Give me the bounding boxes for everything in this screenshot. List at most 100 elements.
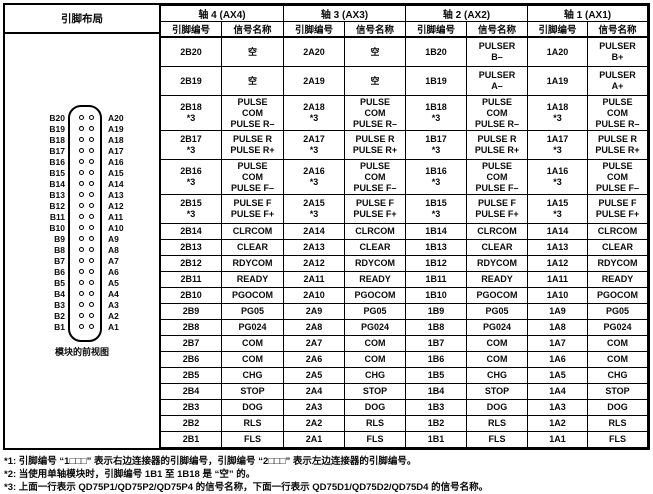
- signal-name-cell: PGOCOM: [466, 287, 528, 304]
- pin-label-left: B10: [49, 222, 65, 233]
- pin-number-cell: 2B11: [160, 271, 222, 288]
- table-row: 2B20 空 2A20 空 1B20 PULSER B– 1A20 PULSER B+: [160, 36, 648, 67]
- signal-name-cell: PULSE COM PULSE F–: [466, 159, 528, 195]
- signal-name-header: 信号名称: [344, 21, 406, 38]
- signal-name-cell: READY: [344, 271, 406, 288]
- signal-name-cell: STOP: [221, 383, 284, 400]
- signal-name-cell: COM: [466, 351, 528, 368]
- pin-label-right: A16: [108, 156, 124, 167]
- connector-pin-row: B10 A10: [7, 222, 157, 233]
- signal-name-cell: STOP: [587, 383, 648, 400]
- pin-number-cell: 2B13: [160, 239, 222, 256]
- pin-label-left: B18: [49, 134, 65, 145]
- signal-name-cell: FLS: [466, 431, 528, 448]
- pin-number-cell: 2A10: [283, 287, 345, 304]
- table-row: 2B17 *3 PULSE R PULSE R+ 2A17 *3 PULSE R PU…: [160, 130, 648, 160]
- pin-label-left: B12: [49, 200, 65, 211]
- connector-pin-row: B9 A9: [7, 233, 157, 244]
- footnotes: *1: 引脚编号 “1□□□” 表示右边连接器的引脚编号，引脚编号 “2□□□”…: [3, 455, 651, 494]
- pin-holes-icon: [75, 291, 97, 296]
- signal-name-cell: CHG: [221, 367, 284, 384]
- pin-number-cell: 2A20: [283, 36, 345, 67]
- pin-number-cell: 1B14: [405, 223, 467, 240]
- connector-pin-row: B13 A13: [7, 189, 157, 200]
- pin-number-cell: 2A19: [283, 66, 345, 96]
- pin-label-right: A9: [108, 233, 119, 244]
- pin-number-header: 引脚编号: [527, 21, 588, 38]
- pin-number-cell: 1B18 *3: [405, 95, 467, 131]
- signal-name-cell: READY: [466, 271, 528, 288]
- pin-label-right: A8: [108, 244, 119, 255]
- column-header-row: 引脚编号 信号名称 引脚编号 信号名称 引脚编号 信号名称 引脚编号 信号名称: [160, 21, 648, 38]
- signal-name-cell: PGOCOM: [587, 287, 648, 304]
- pin-number-cell: 1A11: [527, 271, 588, 288]
- signal-name-cell: COM: [466, 335, 528, 352]
- connector-pin-row: B3 A3: [7, 299, 157, 310]
- signal-name-cell: PG05: [221, 303, 284, 320]
- signal-name-cell: PULSE R PULSE R+: [221, 130, 284, 160]
- signal-name-cell: FLS: [344, 431, 406, 448]
- signal-name-cell: RDYCOM: [344, 255, 406, 272]
- signal-name-cell: PULSE COM PULSE F–: [221, 159, 284, 195]
- pin-label-left: B4: [54, 288, 65, 299]
- pin-number-cell: 1A15 *3: [527, 194, 588, 224]
- signal-name-cell: PULSE F PULSE F+: [221, 194, 284, 224]
- pin-label-right: A11: [108, 211, 124, 222]
- pin-label-right: A12: [108, 200, 124, 211]
- table-row: 2B7 COM 2A7 COM 1B7 COM 1A7 COM: [160, 335, 648, 352]
- pin-number-cell: 1A2: [527, 415, 588, 432]
- pin-label-right: A19: [108, 123, 124, 134]
- signal-name-cell: DOG: [344, 399, 406, 416]
- pin-holes-icon: [75, 258, 97, 263]
- pin-number-cell: 1B3: [405, 399, 467, 416]
- pin-number-cell: 2B5: [160, 367, 222, 384]
- pin-number-cell: 2A9: [283, 303, 345, 320]
- pin-number-cell: 1A20: [527, 36, 588, 67]
- pin-number-cell: 2A1: [283, 431, 345, 448]
- table-row: 2B4 STOP 2A4 STOP 1B4 STOP 1A4 STOP: [160, 383, 648, 400]
- pin-number-cell: 2B19: [160, 66, 222, 96]
- pin-holes-icon: [75, 203, 97, 208]
- pin-label-left: B13: [49, 189, 65, 200]
- signal-name-cell: FLS: [587, 431, 648, 448]
- signal-name-cell: COM: [221, 351, 284, 368]
- signal-name-cell: PGOCOM: [344, 287, 406, 304]
- signal-name-cell: RLS: [466, 415, 528, 432]
- table-row: 2B11 READY 2A11 READY 1B11 READY 1A11 READY: [160, 271, 648, 288]
- pin-number-cell: 2A11: [283, 271, 345, 288]
- pin-label-left: B20: [49, 112, 65, 123]
- signal-name-cell: DOG: [221, 399, 284, 416]
- pin-label-right: A20: [108, 112, 124, 123]
- pin-number-cell: 1B1: [405, 431, 467, 448]
- pin-number-cell: 1B6: [405, 351, 467, 368]
- pin-holes-icon: [75, 115, 97, 120]
- connector-pin-row: B17 A17: [7, 145, 157, 156]
- signal-name-cell: RDYCOM: [221, 255, 284, 272]
- table-row: 2B6 COM 2A6 COM 1B6 COM 1A6 COM: [160, 351, 648, 368]
- pin-number-cell: 2B6: [160, 351, 222, 368]
- signal-name-cell: PULSER B+: [587, 36, 648, 67]
- pin-number-cell: 1B12: [405, 255, 467, 272]
- signal-name-cell: RDYCOM: [466, 255, 528, 272]
- pin-number-cell: 1A17 *3: [527, 130, 588, 160]
- pin-number-cell: 1B4: [405, 383, 467, 400]
- pin-holes-icon: [75, 225, 97, 230]
- pin-number-cell: 1B13: [405, 239, 467, 256]
- pin-number-cell: 1A6: [527, 351, 588, 368]
- pin-number-header: 引脚编号: [283, 21, 345, 38]
- pin-label-left: B2: [54, 310, 65, 321]
- pin-label-left: B6: [54, 266, 65, 277]
- pin-label-right: A15: [108, 167, 124, 178]
- pin-number-cell: 1B15 *3: [405, 194, 467, 224]
- table-row: 2B8 PG024 2A8 PG024 1B8 PG024 1A8 PG024: [160, 319, 648, 336]
- signal-name-cell: COM: [221, 335, 284, 352]
- pin-label-left: B14: [49, 178, 65, 189]
- table-row: 2B3 DOG 2A3 DOG 1B3 DOG 1A3 DOG: [160, 399, 648, 416]
- signal-name-cell: PULSE COM PULSE F–: [344, 159, 406, 195]
- pin-number-cell: 2A12: [283, 255, 345, 272]
- pin-number-cell: 2A8: [283, 319, 345, 336]
- signal-name-cell: PULSE COM PULSE R–: [466, 95, 528, 131]
- signal-name-cell: RLS: [221, 415, 284, 432]
- connector-pin-row: B6 A6: [7, 266, 157, 277]
- pin-label-right: A2: [108, 310, 119, 321]
